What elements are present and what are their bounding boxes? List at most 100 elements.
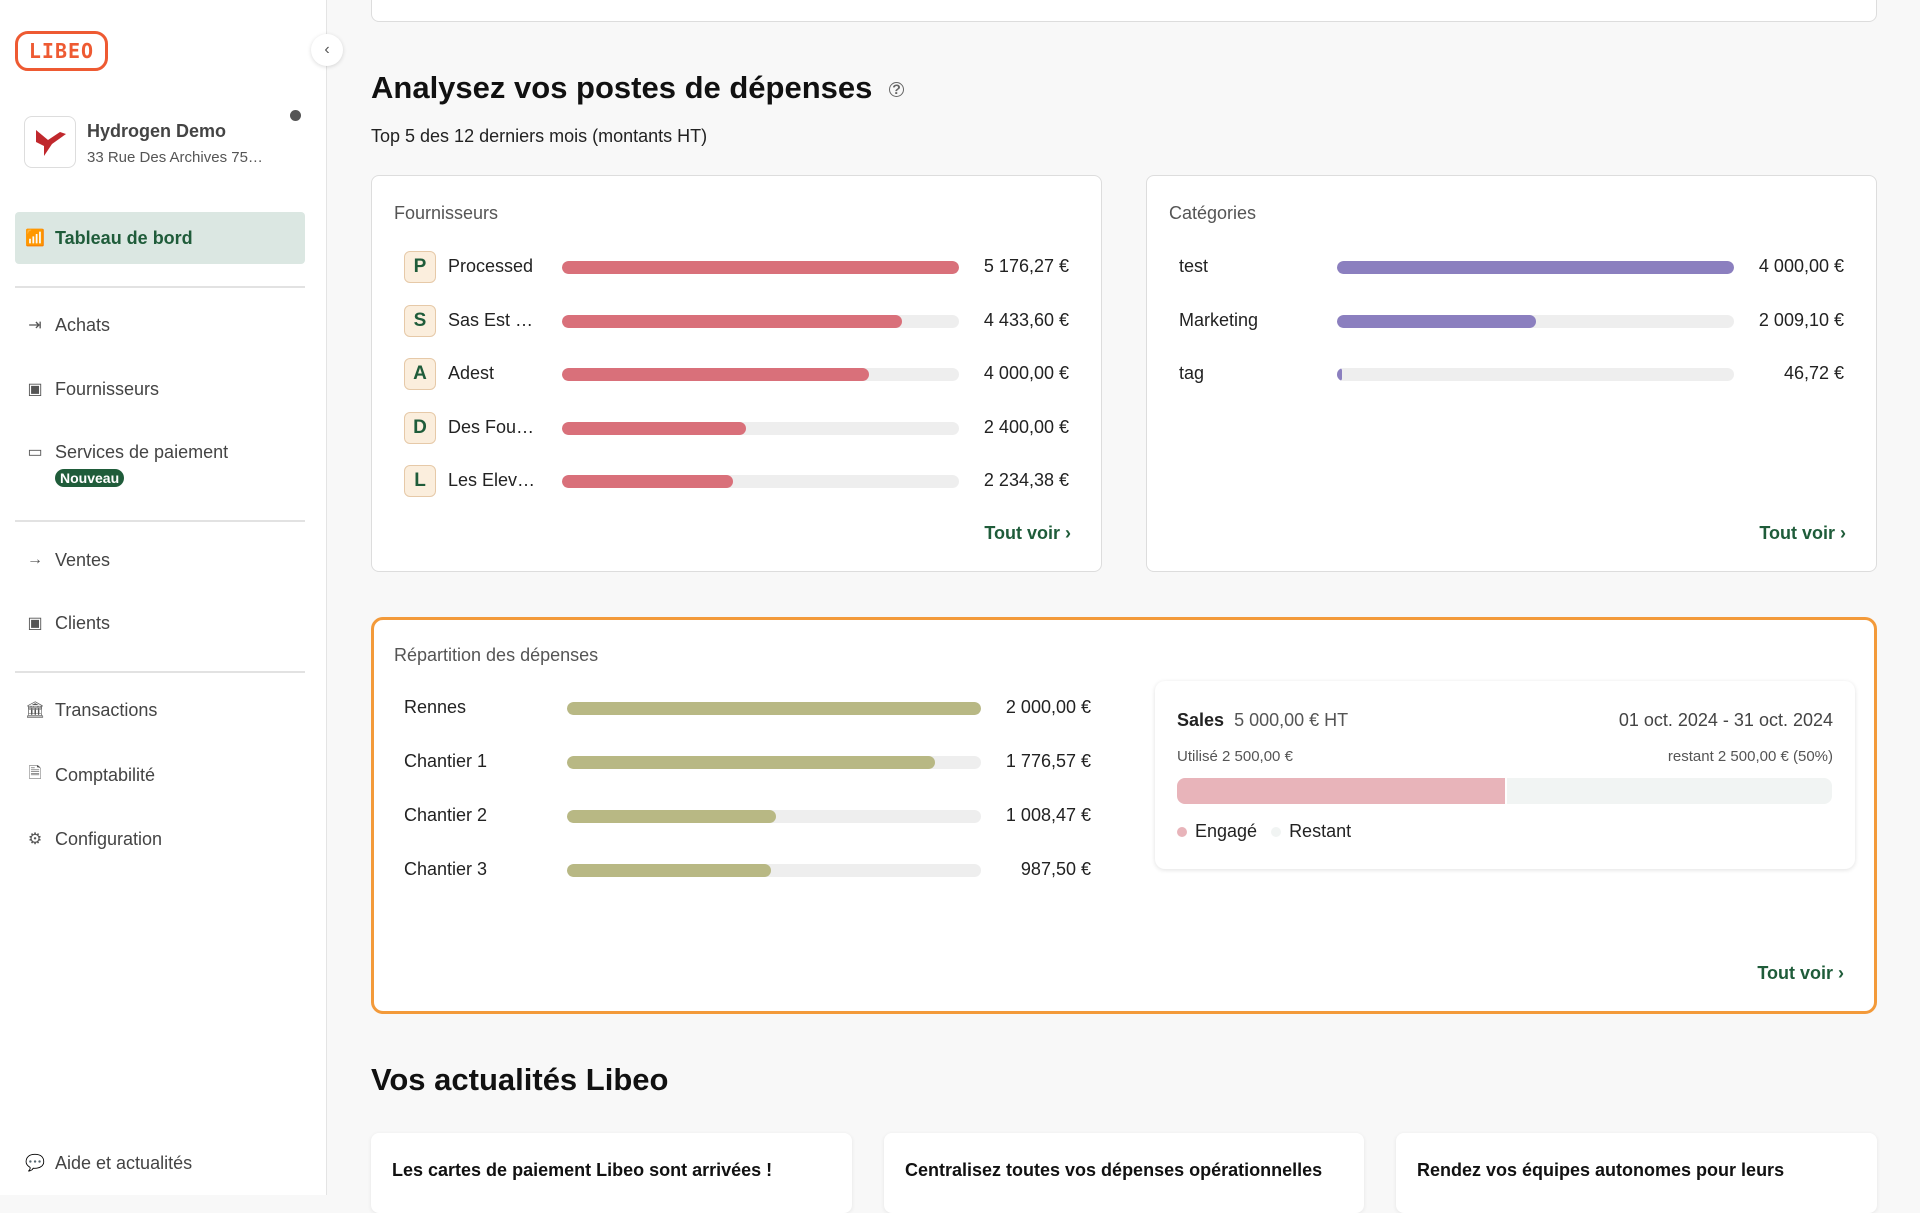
bar-fill <box>1337 314 1537 328</box>
sidebar-item-label: Achats <box>55 314 111 335</box>
row-value: 4 433,60 € <box>983 309 1069 330</box>
sidebar-item-label: Transactions <box>55 699 158 720</box>
chevron-right-icon: › <box>1840 523 1846 543</box>
row-label[interactable]: Chantier 1 <box>404 751 488 771</box>
categories-card: Catégories test 4 000,00 € Marketing 2 009,… <box>1146 175 1877 572</box>
notification-dot <box>290 110 301 121</box>
help-icon[interactable]: ? <box>889 82 904 98</box>
news-card[interactable]: Centralisez toutes vos dépenses opératio… <box>884 1133 1364 1213</box>
credit-card-icon: ▭ <box>27 444 43 461</box>
supplier-avatar: A <box>404 358 436 390</box>
news-title: Vos actualités Libeo <box>371 1062 669 1097</box>
contact-book-icon: ▣ <box>27 381 43 398</box>
bar-fill <box>567 702 981 715</box>
chevron-right-icon: › <box>1838 963 1844 983</box>
supplier-avatar: P <box>404 251 436 283</box>
sidebar-item-services-de-paiement[interactable]: ▭ Services de paiement <box>15 426 305 478</box>
supplier-avatar: L <box>404 465 436 497</box>
sidebar-item-configuration[interactable]: ⚙ Configuration <box>15 813 305 865</box>
document-edit-icon: 🗎 <box>28 764 42 782</box>
bar-track <box>1337 261 1734 274</box>
bar-track <box>562 475 959 488</box>
bar-fill <box>567 810 776 823</box>
bar-fill <box>562 421 747 435</box>
sidebar-item-clients[interactable]: ▣ Clients <box>15 597 305 649</box>
bank-icon: 🏛 <box>25 702 46 719</box>
bar-track <box>567 810 981 823</box>
row-value: 987,50 € <box>1020 859 1091 879</box>
see-all-suppliers-link[interactable]: Tout voir › <box>984 523 1071 543</box>
bar-track <box>1337 368 1734 381</box>
bar-fill <box>1337 368 1342 381</box>
sidebar-item-achats[interactable]: ⇥ Achats <box>15 299 305 351</box>
supplier-avatar: D <box>404 411 436 444</box>
section-subtitle: Top 5 des 12 derniers mois (montants HT) <box>371 126 708 146</box>
bar-track <box>562 368 959 381</box>
budget-period: 01 oct. 2024 - 31 oct. 2024 <box>1618 710 1833 730</box>
bar-fill <box>567 756 935 769</box>
gear-icon: ⚙ <box>27 831 43 848</box>
row-label[interactable]: Sas Est … <box>448 309 534 330</box>
page-section-title: Analysez vos postes de dépenses ? <box>371 70 904 106</box>
remaining-segment <box>1506 778 1832 804</box>
divider <box>15 520 305 522</box>
row-label[interactable]: Adest <box>448 363 495 383</box>
row-label[interactable]: Chantier 3 <box>404 859 488 879</box>
collapse-sidebar-button[interactable]: ‹ <box>311 34 343 66</box>
budget-progress-bar <box>1177 778 1832 804</box>
budget-remaining: restant 2 500,00 € (50%) <box>1667 748 1833 765</box>
news-card[interactable]: Les cartes de paiement Libeo sont arrivé… <box>371 1133 852 1213</box>
sidebar-item-label: Clients <box>55 612 111 633</box>
row-label[interactable]: Les Elev… <box>448 470 536 490</box>
news-card[interactable]: Rendez vos équipes autonomes pour leurs <box>1396 1133 1877 1213</box>
suppliers-card: Fournisseurs P Processed 5 176,27 € S Sas Es… <box>371 175 1102 572</box>
row-label[interactable]: Chantier 2 <box>404 805 488 825</box>
row-label[interactable]: Des Fou… <box>448 416 535 437</box>
supplier-avatar: S <box>404 304 436 337</box>
sidebar-item-label: Tableau de bord <box>55 227 193 248</box>
bar-track <box>567 864 981 877</box>
sidebar-item-comptabilite[interactable]: 🗎 Comptabilité <box>15 749 305 801</box>
bar-track <box>567 702 981 715</box>
sidebar-item-label: Comptabilité <box>55 764 156 785</box>
budget-legend: Engagé Restant <box>1177 821 1351 842</box>
bar-fill <box>1337 261 1734 274</box>
libeo-logo[interactable]: LIBEO <box>15 31 108 71</box>
engaged-segment <box>1177 778 1505 804</box>
sidebar-item-tableau-de-bord[interactable]: 📶 Tableau de bord <box>15 212 305 264</box>
sidebar-item-label: Aide et actualités <box>55 1152 193 1173</box>
bar-track <box>562 314 959 328</box>
row-label[interactable]: tag <box>1179 363 1205 383</box>
see-all-categories-link[interactable]: Tout voir › <box>1759 523 1846 543</box>
chat-bubble-icon: 💬 <box>25 1155 45 1172</box>
legend-engaged: Engagé <box>1195 821 1258 841</box>
bar-track <box>562 421 959 435</box>
row-label[interactable]: Marketing <box>1179 309 1259 330</box>
divider <box>15 286 305 288</box>
bar-track <box>1337 314 1734 328</box>
chevron-left-icon: ‹ <box>324 41 330 58</box>
budget-name: Sales <box>1177 710 1225 730</box>
sidebar-item-label: Configuration <box>55 828 163 849</box>
row-label[interactable]: Rennes <box>404 697 467 717</box>
previous-card <box>371 0 1877 22</box>
row-value: 4 000,00 € <box>983 363 1069 383</box>
bar-fill <box>562 475 734 488</box>
company-name[interactable]: Hydrogen Demo <box>87 121 227 141</box>
sidebar-item-fournisseurs[interactable]: ▣ Fournisseurs <box>15 363 305 415</box>
see-all-breakdown-link[interactable]: Tout voir › <box>1757 963 1844 983</box>
bar-track <box>562 261 959 274</box>
budget-card[interactable]: Sales 5 000,00 € HT 01 oct. 2024 - 31 oc… <box>1155 681 1855 869</box>
company-address: 33 Rue Des Archives 75… <box>87 149 263 166</box>
sidebar-item-label: Fournisseurs <box>55 378 160 399</box>
sidebar-item-help[interactable]: 💬 Aide et actualités <box>15 1137 305 1189</box>
row-label[interactable]: Processed <box>448 256 534 276</box>
sidebar-item-label: Services de paiement <box>55 441 229 462</box>
bar-fill <box>567 864 772 877</box>
sidebar-item-transactions[interactable]: 🏛 Transactions <box>15 684 305 736</box>
row-label[interactable]: test <box>1179 256 1209 276</box>
arrow-in-icon: → <box>27 551 43 568</box>
budget-amount: 5 000,00 € HT <box>1234 710 1349 730</box>
sidebar-item-ventes[interactable]: → Ventes <box>15 534 305 586</box>
budget-used: Utilisé 2 500,00 € <box>1177 748 1293 765</box>
